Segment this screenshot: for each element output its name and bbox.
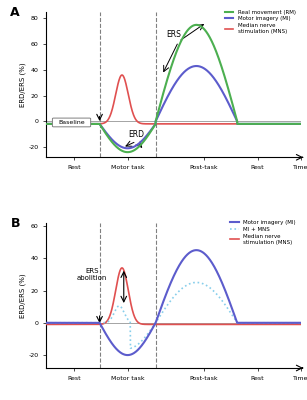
Legend: Motor imagery (MI), MI + MNS, Median nerve
stimulation (MNS): Motor imagery (MI), MI + MNS, Median ner… xyxy=(228,218,298,247)
Text: Baseline: Baseline xyxy=(58,120,85,125)
Text: ERS: ERS xyxy=(166,30,181,39)
Text: ERS
abolition: ERS abolition xyxy=(77,268,107,281)
Text: A: A xyxy=(10,6,20,19)
Y-axis label: ERD/ERS (%): ERD/ERS (%) xyxy=(19,273,25,318)
Legend: Real movement (RM), Motor imagery (MI), Median nerve
stimulation (MNS): Real movement (RM), Motor imagery (MI), … xyxy=(223,8,298,36)
Text: B: B xyxy=(10,217,20,230)
Text: ERD: ERD xyxy=(129,130,145,139)
FancyBboxPatch shape xyxy=(52,118,91,127)
Y-axis label: ERD/ERS (%): ERD/ERS (%) xyxy=(19,62,25,107)
